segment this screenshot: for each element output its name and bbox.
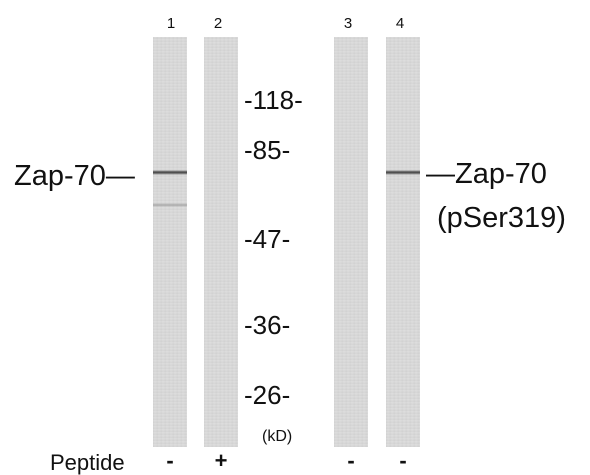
right-zap70-label: —Zap-70 [426,158,547,190]
peptide-sign-lane-1: - [166,448,174,473]
mw-marker-26: -26- [244,380,291,410]
blot-lane-1 [153,37,187,447]
faint-band-lane-1 [153,203,187,207]
peptide-sign-lane-4: - [399,448,407,473]
zap70-band-lane-1 [153,170,187,175]
lane-number-4: 4 [395,15,405,32]
blot-lane-2 [204,37,238,447]
mw-marker-118: -118- [244,85,303,115]
mw-marker-36: -36- [244,310,291,340]
mw-marker-47: -47- [244,224,291,254]
zap70-band-lane-4 [386,170,420,175]
mw-marker-85: -85- [244,135,291,165]
blot-lane-3 [334,37,368,447]
lane-number-1: 1 [166,15,176,32]
phospho-site-label: (pSer319) [437,202,566,234]
blot-lane-4 [386,37,420,447]
left-zap70-label: Zap-70— [14,160,135,192]
peptide-sign-lane-3: - [347,448,355,473]
peptide-label: Peptide [50,450,125,475]
peptide-sign-lane-2: + [214,448,228,473]
lane-number-2: 2 [213,15,223,32]
unit-label: (kD) [262,428,293,445]
lane-number-3: 3 [343,15,353,32]
